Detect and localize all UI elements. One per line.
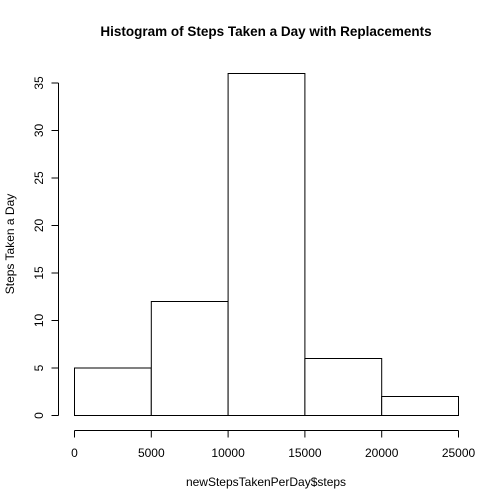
x-tick-label: 25000 [442,446,476,460]
y-tick-label: 30 [32,124,46,138]
x-tick-label: 20000 [365,446,399,460]
y-tick-label: 15 [32,266,46,280]
histogram-bar [74,367,152,416]
histogram-bar [227,73,306,416]
histogram-bar [150,301,229,416]
x-tick-label: 5000 [138,446,165,460]
x-tick-label: 0 [71,446,78,460]
histogram-bar [304,358,383,416]
chart-title: Histogram of Steps Taken a Day with Repl… [100,24,431,39]
y-tick-label: 25 [32,171,46,185]
y-tick-label: 0 [32,412,46,419]
x-tick-label: 10000 [211,446,245,460]
y-axis-label: Steps Taken a Day [3,194,17,295]
y-tick-label: 5 [32,364,46,371]
histogram-bar [381,396,460,416]
y-tick-label: 20 [32,219,46,233]
y-axis: 0 5 10 15 20 25 30 35 [32,76,59,419]
bars-group [74,73,460,416]
y-tick-label: 35 [32,76,46,90]
x-axis-label: newStepsTakenPerDay$steps [186,475,346,489]
y-tick-label: 10 [32,314,46,328]
x-axis: 0 5000 10000 15000 20000 25000 [71,430,476,460]
x-tick-label: 15000 [288,446,322,460]
